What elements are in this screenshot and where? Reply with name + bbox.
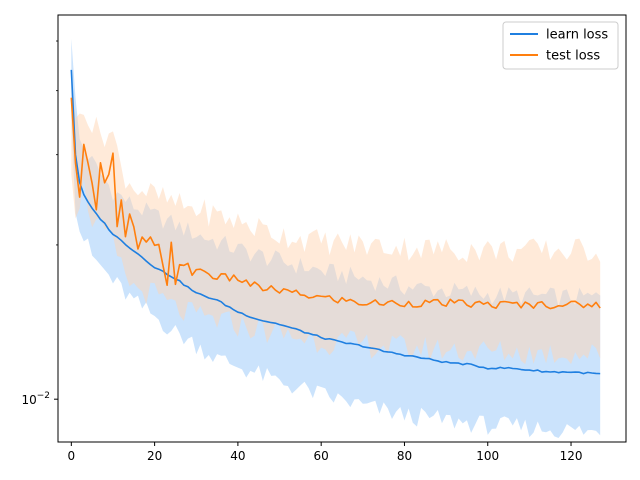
- x-tick-label: 100: [476, 449, 499, 463]
- x-tick-label: 80: [397, 449, 412, 463]
- x-axis: 0 20 40 60 80 100 120: [68, 442, 583, 463]
- series-lines: [70, 69, 601, 375]
- band-test-loss: [71, 77, 601, 365]
- line-test-loss: [70, 97, 601, 310]
- confidence-bands: [71, 38, 601, 439]
- x-tick-label: 60: [314, 449, 329, 463]
- legend: learn loss test loss: [502, 21, 619, 70]
- legend-label-test-loss: test loss: [546, 49, 600, 64]
- y-tick-label: 10−2: [21, 391, 50, 407]
- x-tick-label: 120: [560, 449, 583, 463]
- line-learn-loss: [70, 69, 601, 375]
- y-tick-label-base: 10: [21, 393, 36, 407]
- x-tick-label: 40: [230, 449, 245, 463]
- plot-frame: [57, 14, 627, 443]
- legend-label-learn-loss: learn loss: [546, 28, 608, 43]
- x-tick-label: 20: [147, 449, 162, 463]
- x-tick-label: 0: [68, 449, 76, 463]
- y-tick-label-exponent: −2: [37, 391, 50, 401]
- y-axis: 10−2: [21, 40, 58, 407]
